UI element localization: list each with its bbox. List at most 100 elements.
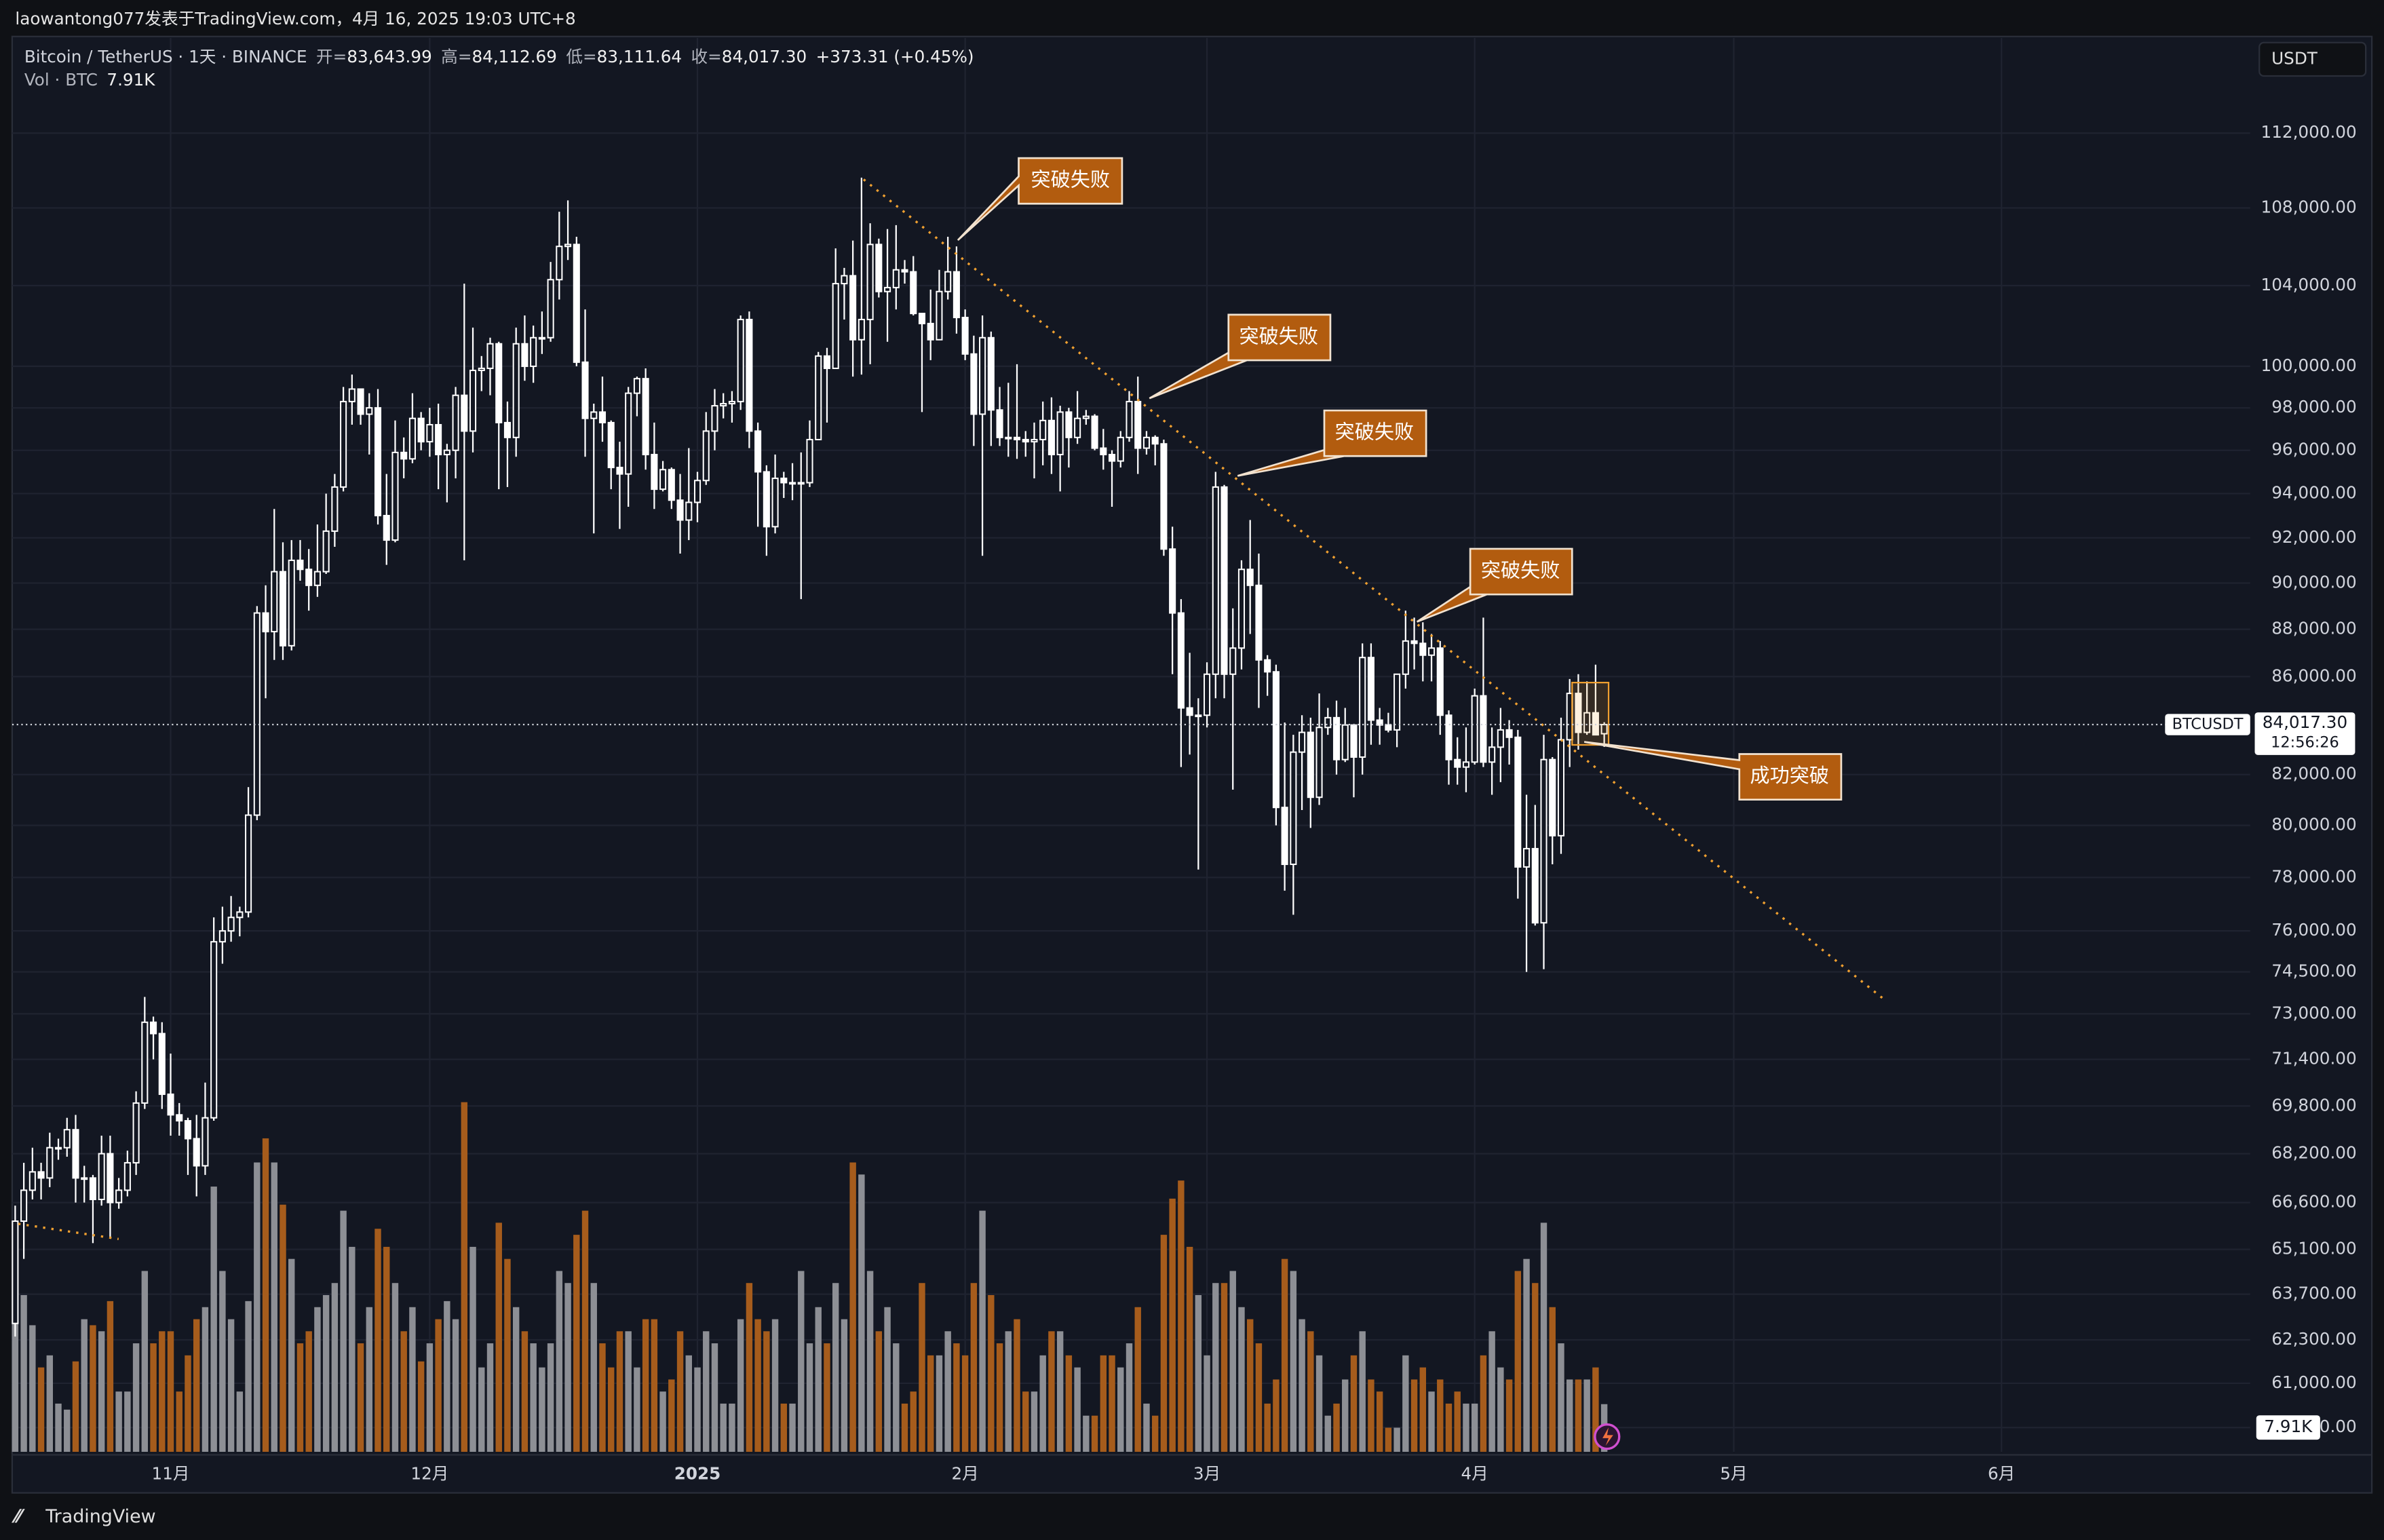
volume-bar (435, 1319, 442, 1452)
volume-bar (340, 1210, 347, 1452)
volume-bar (1342, 1379, 1349, 1452)
candle-body (167, 1093, 174, 1116)
candle-body (581, 361, 589, 419)
volume-bar (1454, 1391, 1461, 1452)
volume-bar (1039, 1355, 1046, 1452)
candle-body (987, 336, 995, 411)
volume-bar (409, 1307, 416, 1452)
candle-body (685, 501, 693, 521)
volume-bar (20, 1294, 27, 1452)
volume-bar (1109, 1355, 1115, 1452)
volume-bar (849, 1162, 856, 1452)
candle-body (245, 814, 252, 913)
volume-bar (1178, 1180, 1185, 1452)
candle-body (1583, 712, 1591, 733)
legend-field-value: 84,112.69 (472, 47, 556, 66)
callout-text: 突破失败 (1031, 168, 1110, 191)
candle-body (1299, 731, 1306, 753)
volume-bar (1376, 1391, 1383, 1452)
y-tick-label: 69,800.00 (2271, 1095, 2356, 1115)
volume-bar (893, 1343, 900, 1452)
volume-bar (322, 1294, 330, 1452)
candle-body (132, 1102, 140, 1163)
candle-body (1151, 436, 1159, 445)
volume-bar (798, 1271, 805, 1452)
trend-line (18, 1223, 119, 1240)
candle-body (979, 336, 986, 415)
volume-bar (296, 1343, 304, 1452)
volume-bar (927, 1355, 934, 1452)
candle-body (288, 559, 295, 647)
volume-bar (1074, 1367, 1081, 1452)
candle-body (443, 449, 450, 456)
volume-bar (996, 1343, 1003, 1452)
candle-body (1427, 647, 1436, 656)
volume-bar (1290, 1271, 1297, 1452)
candle-body (1056, 411, 1064, 456)
legend: Bitcoin / TetherUS · 1天 · BINANCE 开=83,64… (24, 47, 974, 66)
candle-body (81, 1177, 88, 1180)
candle-body (771, 478, 779, 528)
volume-bar (349, 1246, 355, 1452)
volume-bar (201, 1307, 209, 1452)
volume-bar (599, 1343, 606, 1452)
volume-bar (486, 1343, 494, 1452)
volume-bar (159, 1331, 166, 1452)
volume-value: 7.91K (107, 70, 155, 90)
candle-body (1013, 436, 1021, 440)
y-tick-label: 63,700.00 (2271, 1284, 2356, 1303)
volume-bar (254, 1162, 261, 1452)
y-tick-label: 62,300.00 (2271, 1329, 2356, 1349)
x-tick-label: 2月 (951, 1464, 978, 1484)
volume-bar (815, 1307, 822, 1452)
volume-bar (806, 1343, 813, 1452)
volume-bar (1359, 1331, 1366, 1452)
candle-body (659, 469, 667, 490)
candle-body (305, 569, 313, 586)
volume-bar (1117, 1367, 1124, 1452)
volume-bar (1497, 1367, 1504, 1452)
volume-bar (875, 1331, 883, 1452)
callout (1583, 741, 1843, 801)
currency-button[interactable] (2258, 41, 2367, 77)
candle-body (201, 1117, 209, 1167)
volume-bar (461, 1102, 468, 1452)
candle-body (89, 1177, 96, 1201)
currency-button-text[interactable]: USDT (2271, 48, 2318, 68)
volume-bar (539, 1367, 545, 1452)
candle-body (944, 271, 952, 292)
candle-body (858, 318, 865, 341)
candle-body (1324, 716, 1332, 729)
volume-bar (1220, 1283, 1228, 1452)
candle-body (1367, 657, 1374, 721)
candle-body (486, 343, 494, 369)
candle-body (1410, 640, 1418, 644)
volume-bar (426, 1343, 434, 1452)
volume-bar (366, 1307, 373, 1452)
legend-field-label: 低= (566, 47, 596, 66)
volume-pane (12, 1102, 1608, 1452)
candle-body (503, 421, 512, 438)
candle-body (711, 405, 718, 432)
volume-bar (521, 1331, 528, 1452)
candle-body (1082, 415, 1090, 419)
volume-bar (616, 1331, 623, 1452)
candle-body (469, 369, 477, 432)
candle-body (1497, 729, 1504, 748)
volume-bar (668, 1379, 675, 1452)
volume-bar (46, 1355, 54, 1452)
candle-body (651, 454, 658, 490)
volume-bar (1333, 1403, 1340, 1452)
volume-bar (780, 1403, 788, 1452)
candle-body (763, 471, 770, 528)
volume-bar (789, 1403, 796, 1452)
volume-bar (1566, 1379, 1573, 1452)
volume-bar (1134, 1307, 1141, 1452)
volume-bar (953, 1343, 960, 1452)
volume-bar (1402, 1355, 1409, 1452)
volume-bar (90, 1325, 96, 1452)
volume-bar (469, 1246, 476, 1452)
volume-bar (1100, 1355, 1107, 1452)
volume-bar (970, 1283, 978, 1452)
volume-bar (29, 1325, 36, 1452)
